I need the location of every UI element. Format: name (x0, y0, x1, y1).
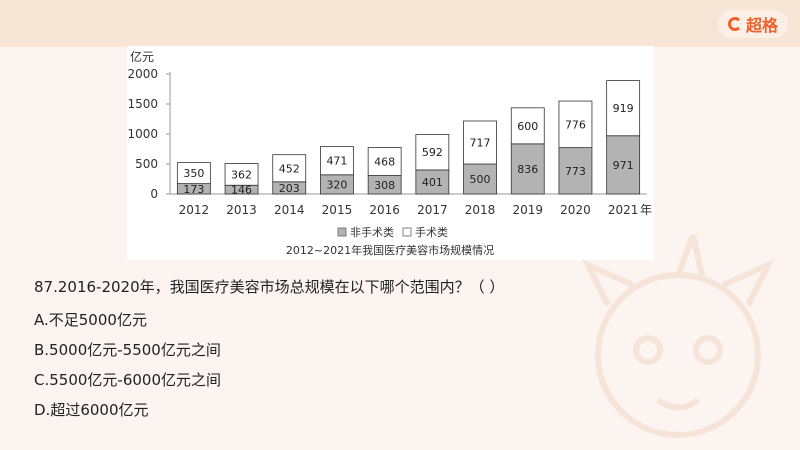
y-axis-label: 亿元 (130, 49, 154, 64)
bar-surgical-2021 (606, 80, 641, 137)
bar-surgical-2016 (367, 147, 402, 176)
data-label-surgical-2017: 592 (422, 146, 443, 159)
y-tick-label: 2000 (127, 67, 158, 81)
x-tick-label-2014: 2014 (274, 203, 305, 217)
data-label-non-surgical-2021: 971 (613, 159, 634, 172)
legend-swatch-non-surgical (337, 227, 347, 237)
option-c[interactable]: C.5500亿元-6000亿元之间 (34, 371, 222, 389)
legend: 非手术类 手术类 (337, 225, 448, 239)
bar-surgical-2015 (320, 146, 354, 176)
data-label-surgical-2016: 468 (374, 155, 395, 168)
data-label-non-surgical-2016: 308 (374, 179, 395, 192)
chart-panel: 亿元 0 500 1000 1500 2000 173 350 146 362 203 452 32… (127, 46, 654, 260)
data-label-non-surgical-2014: 203 (279, 182, 300, 195)
option-d[interactable]: D.超过6000亿元 (34, 401, 149, 419)
bar-surgical-2013 (224, 163, 259, 186)
legend-label-surgical: 手术类 (415, 225, 448, 239)
x-tick-label-2021: 2021 (608, 203, 639, 217)
data-label-surgical-2012: 350 (183, 167, 204, 180)
data-label-non-surgical-2018: 500 (470, 173, 491, 186)
brand-name: 超格 (745, 16, 778, 35)
bar-non-surgical-2019 (510, 143, 545, 195)
option-b[interactable]: B.5000亿元-5500亿元之间 (34, 341, 221, 359)
y-tick-label: 1500 (127, 97, 158, 111)
bar-non-surgical-2020 (558, 147, 593, 195)
y-tick-label: 500 (135, 157, 158, 171)
brand-logo-icon (727, 17, 742, 31)
bar-non-surgical-2021 (606, 135, 641, 195)
data-label-surgical-2014: 452 (279, 162, 300, 175)
x-tick-label-2019: 2019 (512, 203, 543, 217)
x-tick-label-2015: 2015 (322, 203, 353, 217)
data-label-surgical-2015: 471 (326, 155, 347, 168)
option-a[interactable]: A.不足5000亿元 (34, 311, 147, 329)
data-label-non-surgical-2015: 320 (326, 178, 347, 191)
data-label-non-surgical-2013: 146 (231, 184, 252, 197)
bar-surgical-2020 (558, 100, 593, 149)
data-label-surgical-2020: 776 (565, 118, 586, 131)
data-label-non-surgical-2019: 836 (517, 163, 538, 176)
bar-surgical-2012 (176, 162, 211, 185)
x-tick-label-2018: 2018 (465, 203, 496, 217)
y-tick-label: 0 (150, 187, 158, 201)
x-tick-label-2020: 2020 (560, 203, 591, 217)
brand-logo: 超格 (717, 10, 788, 38)
data-label-non-surgical-2017: 401 (422, 176, 443, 189)
y-tick-label: 1000 (127, 127, 158, 141)
header-band (0, 0, 800, 47)
data-label-surgical-2021: 919 (613, 102, 634, 115)
data-label-non-surgical-2012: 173 (183, 183, 204, 196)
chart-title: 2012~2021年我国医疗美容市场规模情况 (286, 243, 494, 257)
bar-non-surgical-2017 (415, 169, 450, 195)
bar-surgical-2018 (463, 120, 497, 165)
x-axis-label: 年 (640, 203, 652, 217)
data-label-surgical-2019: 600 (517, 120, 538, 133)
question-text: 87.2016-2020年，我国医疗美容市场总规模在以下哪个范围内？（ ） (34, 278, 505, 296)
data-label-non-surgical-2020: 773 (565, 165, 586, 178)
x-tick-label-2012: 2012 (179, 203, 210, 217)
legend-swatch-surgical (402, 227, 412, 237)
bar-surgical-2014 (272, 154, 307, 183)
data-label-surgical-2018: 717 (470, 136, 491, 149)
x-tick-label-2017: 2017 (417, 203, 448, 217)
bar-surgical-2017 (415, 134, 450, 171)
x-tick-label-2013: 2013 (226, 203, 257, 217)
bar-non-surgical-2018 (463, 163, 497, 195)
legend-label-non-surgical: 非手术类 (350, 225, 394, 239)
bar-surgical-2019 (510, 107, 545, 145)
market-size-chart: 亿元 0 500 1000 1500 2000 173 350 146 362 203 452 32… (127, 49, 652, 257)
data-label-surgical-2013: 362 (231, 168, 252, 181)
x-tick-label-2016: 2016 (369, 203, 400, 217)
unicorn-mascot-watermark (581, 235, 775, 438)
